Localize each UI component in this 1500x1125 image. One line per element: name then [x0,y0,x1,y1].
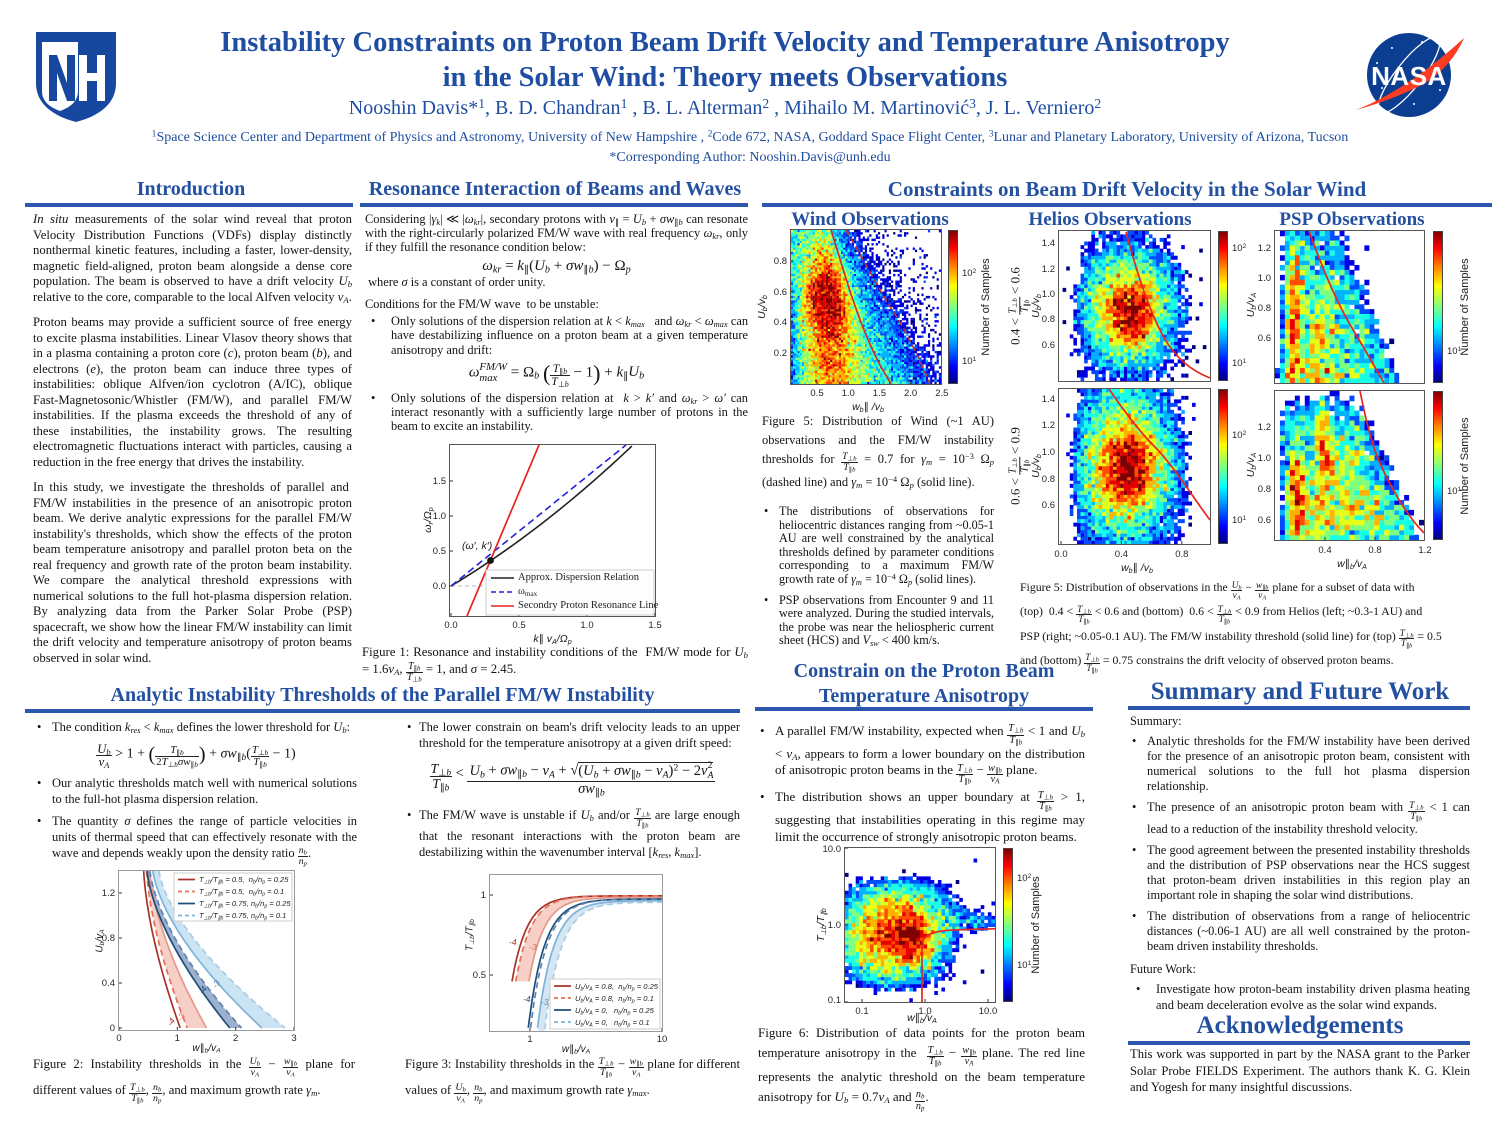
svg-text:NASA: NASA [1371,61,1447,91]
